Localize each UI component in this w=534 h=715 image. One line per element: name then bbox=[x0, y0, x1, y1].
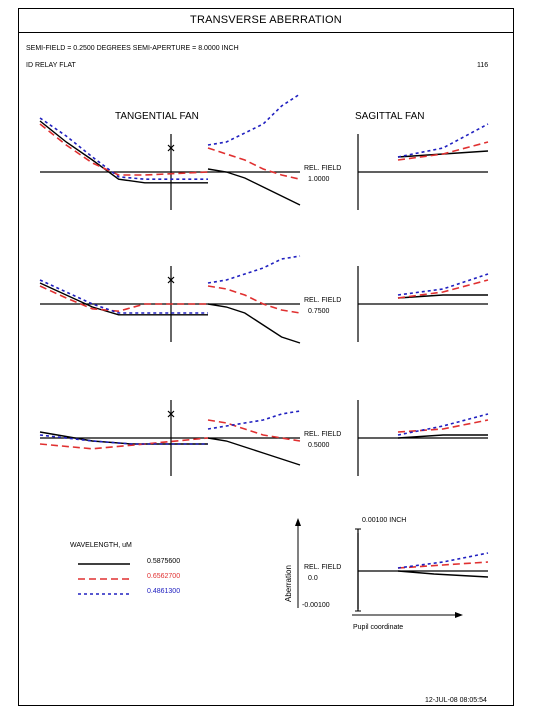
tangential-series-2-pos bbox=[207, 419, 301, 442]
tangential-fan-title: TANGENTIAL FAN bbox=[115, 111, 199, 122]
sagittal-series-3 bbox=[397, 413, 489, 436]
tangential-series-3-pos bbox=[207, 93, 301, 146]
aberration-arrowhead bbox=[295, 518, 301, 526]
tangential-series-3-neg bbox=[39, 117, 208, 180]
legend-title: WAVELENGTH, uM bbox=[70, 542, 132, 549]
tangential-series-3-neg bbox=[39, 279, 208, 314]
tangential-series-2-neg bbox=[39, 437, 209, 450]
pupil-arrowhead bbox=[455, 612, 463, 618]
legend-label-1: 0.5875600 bbox=[147, 558, 181, 565]
semi-field-text: SEMI-FIELD = 0.2500 DEGREES SEMI-APERTUR… bbox=[26, 45, 239, 52]
legend-label-2: 0.6562700 bbox=[147, 573, 181, 580]
tangential-series-1-pos bbox=[207, 437, 301, 466]
tangential-series-2-pos bbox=[207, 285, 301, 314]
sagittal-series-2 bbox=[397, 561, 489, 569]
tangential-series-3-pos bbox=[207, 255, 301, 284]
scale-bottom-label: -0.00100 bbox=[302, 602, 330, 609]
y-axis-label: Aberration bbox=[284, 565, 293, 602]
rel-field-label: REL. FIELD bbox=[304, 431, 341, 438]
tangential-series-2-pos bbox=[207, 147, 301, 180]
tangential-series-3-neg bbox=[39, 434, 208, 445]
tangential-series-1-pos bbox=[207, 303, 301, 344]
tangential-series-3-pos bbox=[207, 410, 301, 430]
rel-field-value: 1.0000 bbox=[308, 176, 330, 183]
tangential-series-1-pos bbox=[207, 168, 301, 206]
tangential-series-1-neg bbox=[39, 282, 208, 316]
chief-ray-marker bbox=[167, 276, 175, 284]
sagittal-series-1 bbox=[397, 294, 488, 299]
rel-field-value: 0.7500 bbox=[308, 308, 330, 315]
x-axis-label: Pupil coordinate bbox=[353, 624, 404, 631]
page-title: TRANSVERSE ABERRATION bbox=[18, 8, 514, 33]
rel-field-label: REL. FIELD bbox=[304, 297, 341, 304]
sagittal-series-2 bbox=[397, 419, 489, 433]
tangential-series-2-neg bbox=[39, 123, 209, 176]
rel-field-value: 0.0 bbox=[308, 575, 318, 582]
chief-ray-marker bbox=[167, 410, 175, 418]
rel-field-value: 0.5000 bbox=[308, 442, 330, 449]
sagittal-series-2 bbox=[397, 141, 489, 161]
tangential-series-2-neg bbox=[39, 285, 208, 313]
footer-date: 12-JUL-08 08:05:54 bbox=[425, 697, 487, 704]
scale-top-label: 0.00100 INCH bbox=[362, 517, 407, 524]
lens-name: ID RELAY FLAT bbox=[26, 62, 76, 69]
rel-field-label: REL. FIELD bbox=[304, 165, 341, 172]
sagittal-series-2 bbox=[397, 279, 489, 299]
sagittal-fan-title: SAGITTAL FAN bbox=[355, 111, 425, 122]
sagittal-series-1 bbox=[397, 570, 489, 578]
rel-field-label: REL. FIELD bbox=[304, 564, 341, 571]
legend-label-3: 0.4861300 bbox=[147, 588, 181, 595]
page-number: 116 bbox=[477, 62, 489, 69]
sagittal-series-1 bbox=[397, 434, 488, 439]
chief-ray-marker bbox=[167, 144, 175, 152]
sagittal-series-3 bbox=[397, 123, 489, 158]
page-frame bbox=[18, 8, 514, 706]
